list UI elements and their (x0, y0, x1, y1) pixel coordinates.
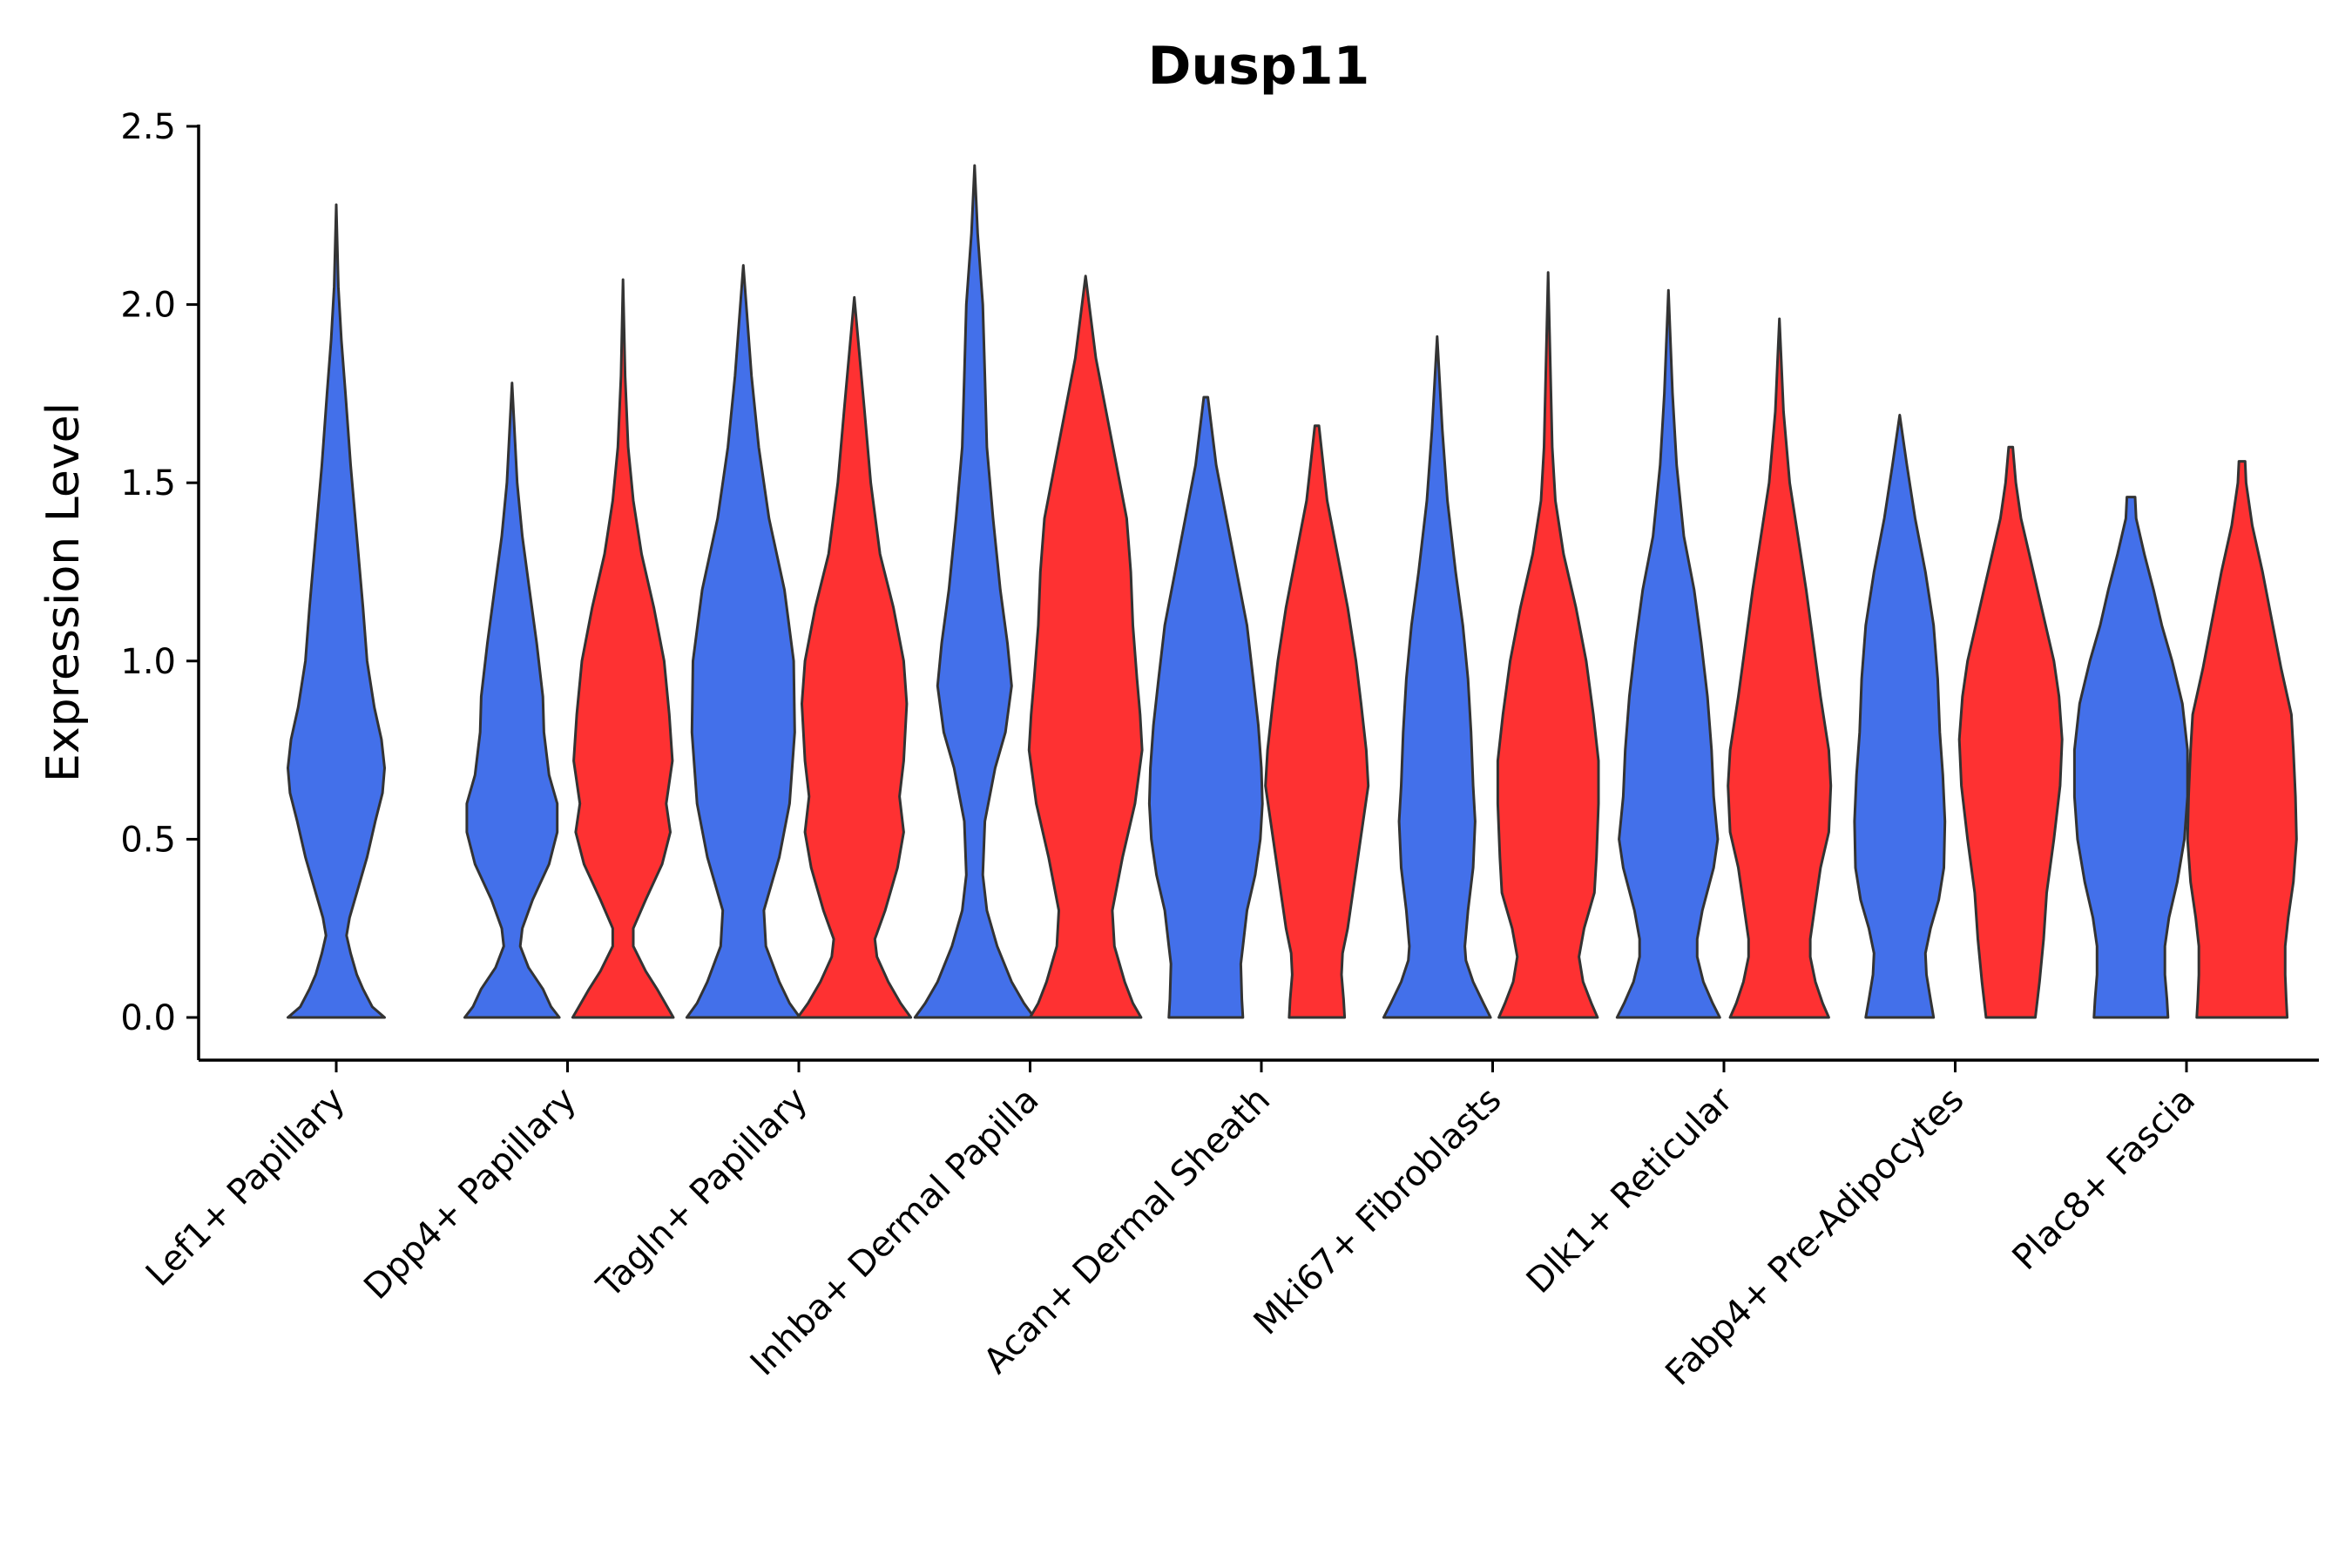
violin-blue-1 (463, 382, 561, 1019)
violin-red-2 (796, 295, 913, 1019)
y-tick-label: 1.0 (120, 642, 176, 682)
x-tick-label: Mki67+ Fibroblasts (1247, 1080, 1510, 1343)
violin-red-4 (1264, 424, 1370, 1019)
violin-red-3 (1027, 274, 1144, 1019)
violin-blue-2 (685, 264, 801, 1019)
violin-group (287, 164, 2298, 1019)
x-tick-label: Dlk1+ Reticular (1519, 1079, 1741, 1301)
violin-blue-8 (2072, 496, 2189, 1019)
violin-red-1 (571, 278, 675, 1019)
y-tick-label: 2.5 (120, 107, 176, 147)
y-tick-label: 1.5 (120, 463, 176, 504)
y-tick-label: 2.0 (120, 286, 176, 326)
y-tick-label: 0.5 (120, 820, 176, 860)
chart-title: Dusp11 (1148, 36, 1370, 97)
y-tick-label: 0.0 (120, 998, 176, 1038)
violin-red-6 (1727, 317, 1833, 1019)
x-tick-label: Lef1+ Papillary (139, 1080, 353, 1294)
violin-red-7 (1957, 445, 2064, 1019)
violin-blue-0 (287, 203, 386, 1019)
violin-red-5 (1496, 271, 1600, 1019)
violin-red-8 (2186, 460, 2298, 1019)
violin-blue-4 (1147, 395, 1264, 1019)
y-axis-label: Expression Level (37, 402, 90, 782)
violin-blue-6 (1615, 288, 1721, 1019)
x-tick-label: Tagln+ Papillary (589, 1080, 815, 1307)
x-tick-label: Dpp4+ Papillary (356, 1080, 584, 1308)
violin-blue-3 (913, 164, 1036, 1019)
x-tick-label: Plac8+ Fascia (2005, 1080, 2204, 1279)
violin-blue-7 (1853, 414, 1947, 1019)
violin-blue-5 (1382, 335, 1492, 1019)
